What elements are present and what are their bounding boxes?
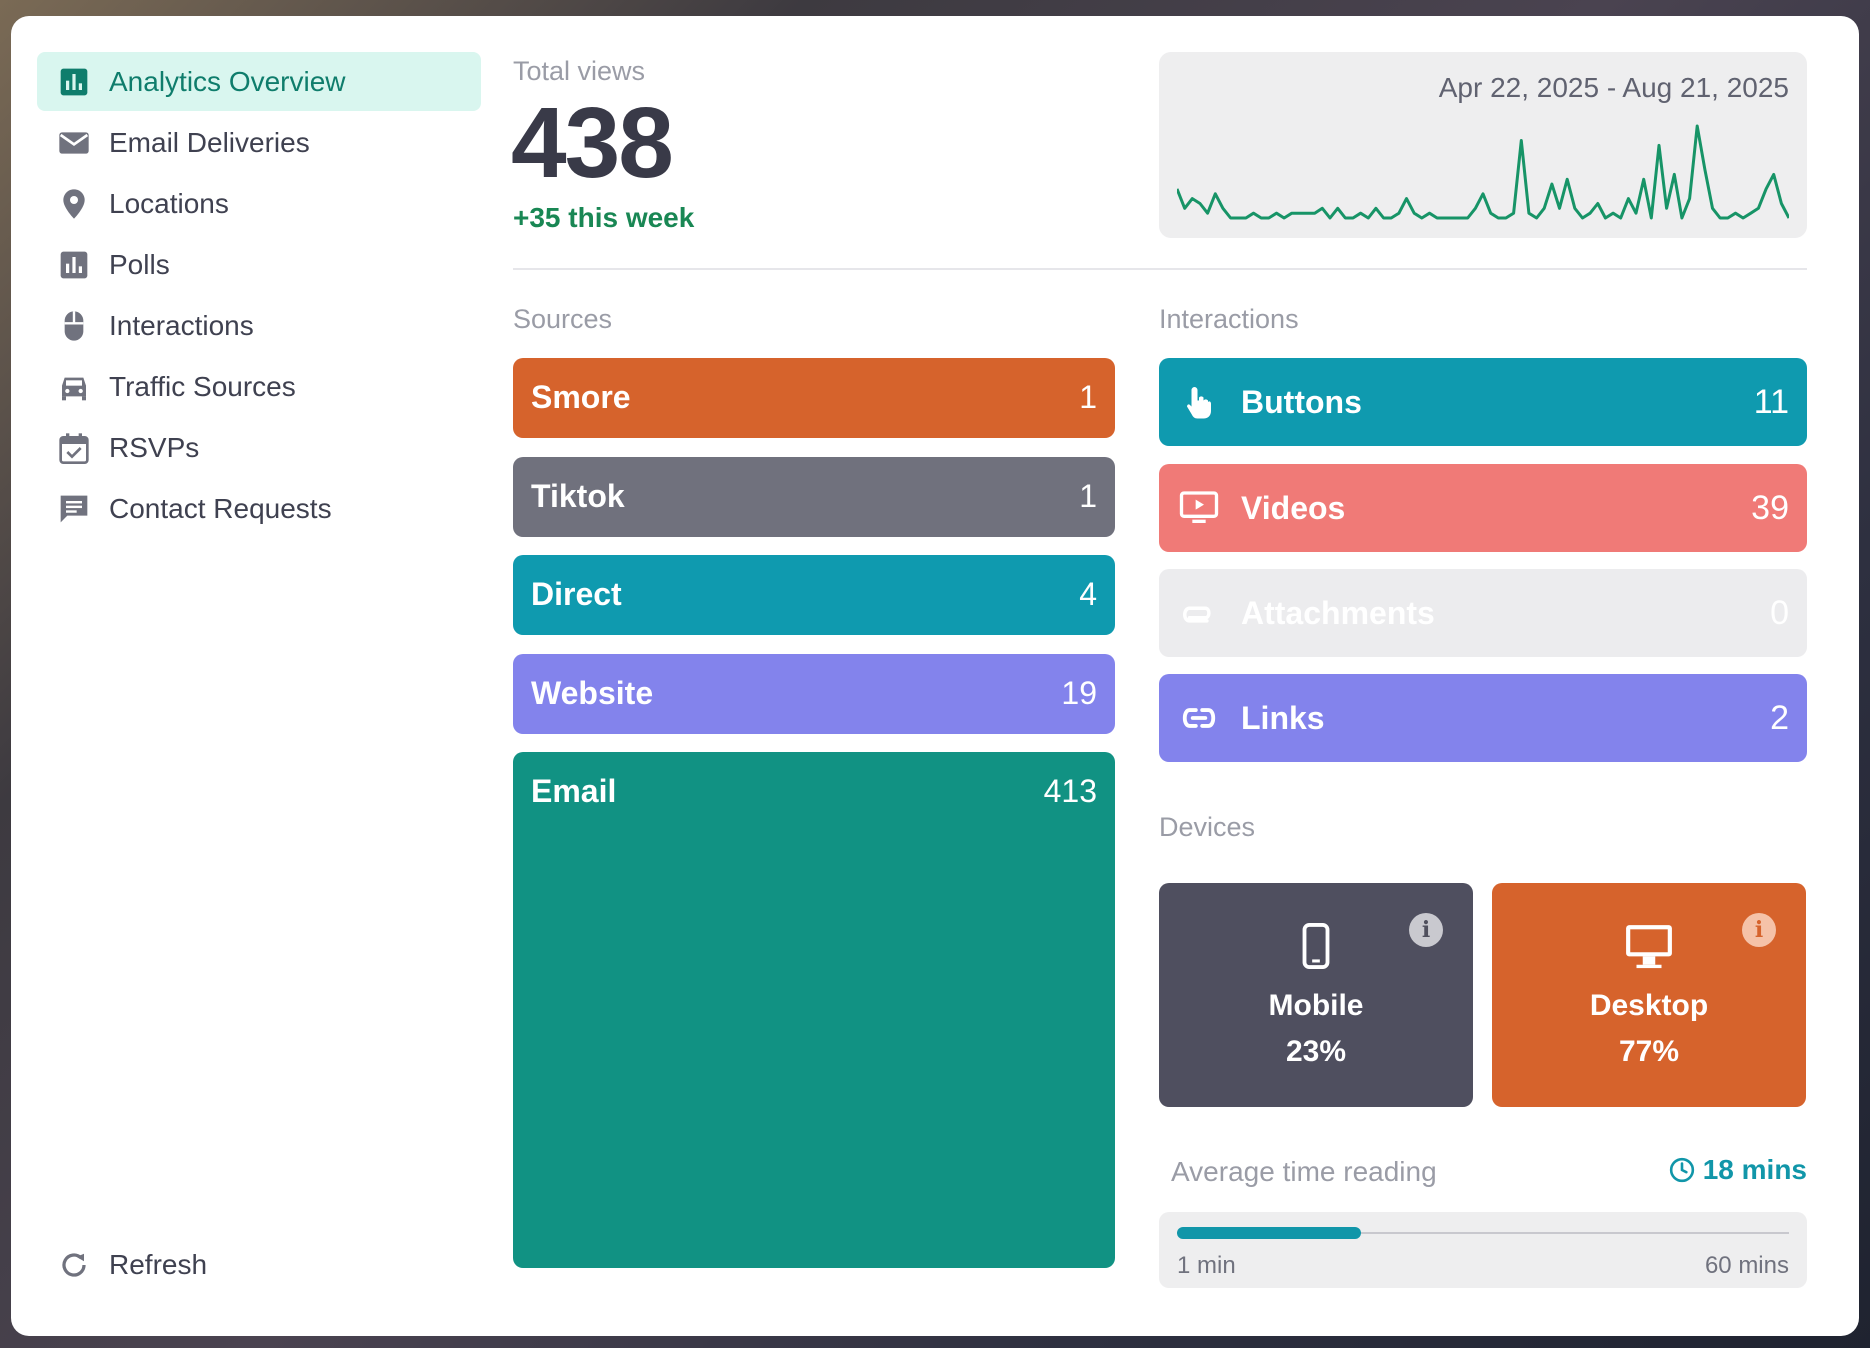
- divider: [513, 268, 1807, 270]
- week-change: +35 this week: [513, 202, 695, 233]
- sidebar-item-label: RSVPs: [109, 431, 200, 463]
- refresh-label: Refresh: [109, 1249, 208, 1280]
- total-views-label: Total views: [513, 56, 646, 86]
- interaction-count: 39: [1751, 488, 1789, 527]
- smartphone-icon: [1159, 921, 1473, 971]
- pointer-hand-icon: [1177, 380, 1221, 424]
- interaction-name: Buttons: [1241, 383, 1362, 420]
- slider-min-label: 1 min: [1177, 1252, 1236, 1279]
- paperclip-icon: [1177, 591, 1221, 635]
- sidebar-item-rsvps[interactable]: RSVPs: [37, 418, 481, 477]
- views-sparkline: [1177, 124, 1789, 220]
- total-views-value: 438: [511, 87, 674, 199]
- source-bar-smore[interactable]: Smore 1: [513, 358, 1115, 438]
- info-icon[interactable]: i: [1742, 913, 1776, 947]
- sidebar-item-label: Analytics Overview: [109, 65, 346, 97]
- sidebar-item-interactions[interactable]: Interactions: [37, 296, 481, 355]
- map-pin-icon: [57, 187, 91, 221]
- date-range: Apr 22, 2025 - Aug 21, 2025: [1438, 72, 1789, 103]
- sidebar-item-label: Email Deliveries: [109, 126, 310, 158]
- reading-time-slider: 1 min 60 mins: [1159, 1212, 1807, 1288]
- source-name: Email: [531, 773, 617, 809]
- source-bar-direct[interactable]: Direct 4: [513, 555, 1115, 635]
- bar-chart-icon: [57, 65, 91, 99]
- source-bar-email[interactable]: Email 413: [513, 752, 1115, 1268]
- sidebar-item-label: Interactions: [109, 309, 254, 341]
- interaction-name: Videos: [1241, 489, 1346, 526]
- refresh-icon: [57, 1248, 91, 1282]
- source-count: 1: [1079, 379, 1097, 415]
- avg-reading-label: Average time reading: [1171, 1156, 1437, 1187]
- device-percent: 77%: [1618, 1035, 1680, 1068]
- device-card-desktop: Desktop 77% i: [1492, 883, 1806, 1107]
- sources-heading: Sources: [513, 304, 613, 334]
- interactions-heading: Interactions: [1159, 304, 1299, 334]
- sidebar-item-contact-requests[interactable]: Contact Requests: [37, 479, 481, 538]
- refresh-button[interactable]: Refresh: [57, 1248, 207, 1282]
- source-count: 1: [1079, 478, 1097, 514]
- source-name: Direct: [531, 576, 622, 612]
- sparkline-line: [1177, 124, 1789, 220]
- source-name: Smore: [531, 379, 631, 415]
- interaction-name: Links: [1241, 699, 1325, 736]
- interaction-count: 11: [1753, 382, 1789, 421]
- devices-heading: Devices: [1159, 812, 1256, 842]
- source-bar-tiktok[interactable]: Tiktok 1: [513, 457, 1115, 537]
- device-card-mobile: Mobile 23% i: [1159, 883, 1473, 1107]
- interaction-name: Attachments: [1241, 594, 1435, 631]
- sidebar-item-locations[interactable]: Locations: [37, 174, 481, 233]
- slider-track: [1177, 1232, 1789, 1234]
- avg-reading-value: 18 mins: [1702, 1154, 1807, 1185]
- source-name: Tiktok: [531, 478, 625, 514]
- info-icon[interactable]: i: [1409, 913, 1443, 947]
- slider-fill: [1177, 1227, 1361, 1239]
- video-play-icon: [1177, 486, 1221, 530]
- sidebar-item-analytics-overview[interactable]: Analytics Overview: [37, 52, 481, 111]
- message-icon: [57, 492, 91, 526]
- source-count: 4: [1079, 576, 1097, 612]
- envelope-icon: [57, 126, 91, 160]
- interaction-bar-videos[interactable]: Videos 39: [1159, 464, 1807, 552]
- sidebar-item-label: Traffic Sources: [109, 370, 296, 402]
- source-name: Website: [531, 675, 654, 711]
- source-count: 19: [1061, 675, 1097, 711]
- interaction-bar-buttons[interactable]: Buttons 11: [1159, 358, 1807, 446]
- analytics-card: Analytics Overview Email Deliveries Loca…: [11, 16, 1859, 1336]
- slider-max-label: 60 mins: [1704, 1252, 1789, 1279]
- desktop-monitor-icon: [1492, 921, 1806, 971]
- sidebar-item-label: Contact Requests: [109, 492, 332, 524]
- interaction-count: 2: [1770, 698, 1789, 737]
- views-sparkline-panel: Apr 22, 2025 - Aug 21, 2025: [1159, 52, 1807, 238]
- car-icon: [57, 370, 91, 404]
- clock-icon: [1669, 1157, 1694, 1183]
- device-name: Desktop: [1589, 989, 1709, 1022]
- avg-reading-value-wrap: 18 mins: [1669, 1154, 1807, 1186]
- device-name: Mobile: [1268, 989, 1364, 1022]
- sidebar-item-polls[interactable]: Polls: [37, 235, 481, 294]
- interaction-count: 0: [1770, 593, 1789, 632]
- sidebar-item-label: Locations: [109, 187, 229, 219]
- source-bar-website[interactable]: Website 19: [513, 654, 1115, 734]
- mouse-icon: [57, 309, 91, 343]
- device-percent: 23%: [1285, 1035, 1347, 1068]
- sidebar-item-traffic-sources[interactable]: Traffic Sources: [37, 357, 481, 416]
- bar-chart-icon: [57, 248, 91, 282]
- sidebar-item-email-deliveries[interactable]: Email Deliveries: [37, 113, 481, 172]
- sidebar: Analytics Overview Email Deliveries Loca…: [37, 52, 481, 1312]
- calendar-check-icon: [57, 431, 91, 465]
- source-count: 413: [1043, 773, 1097, 809]
- sidebar-item-label: Polls: [109, 248, 170, 280]
- interaction-bar-attachments[interactable]: Attachments 0: [1159, 569, 1807, 657]
- interaction-bar-links[interactable]: Links 2: [1159, 674, 1807, 762]
- link-icon: [1177, 696, 1221, 740]
